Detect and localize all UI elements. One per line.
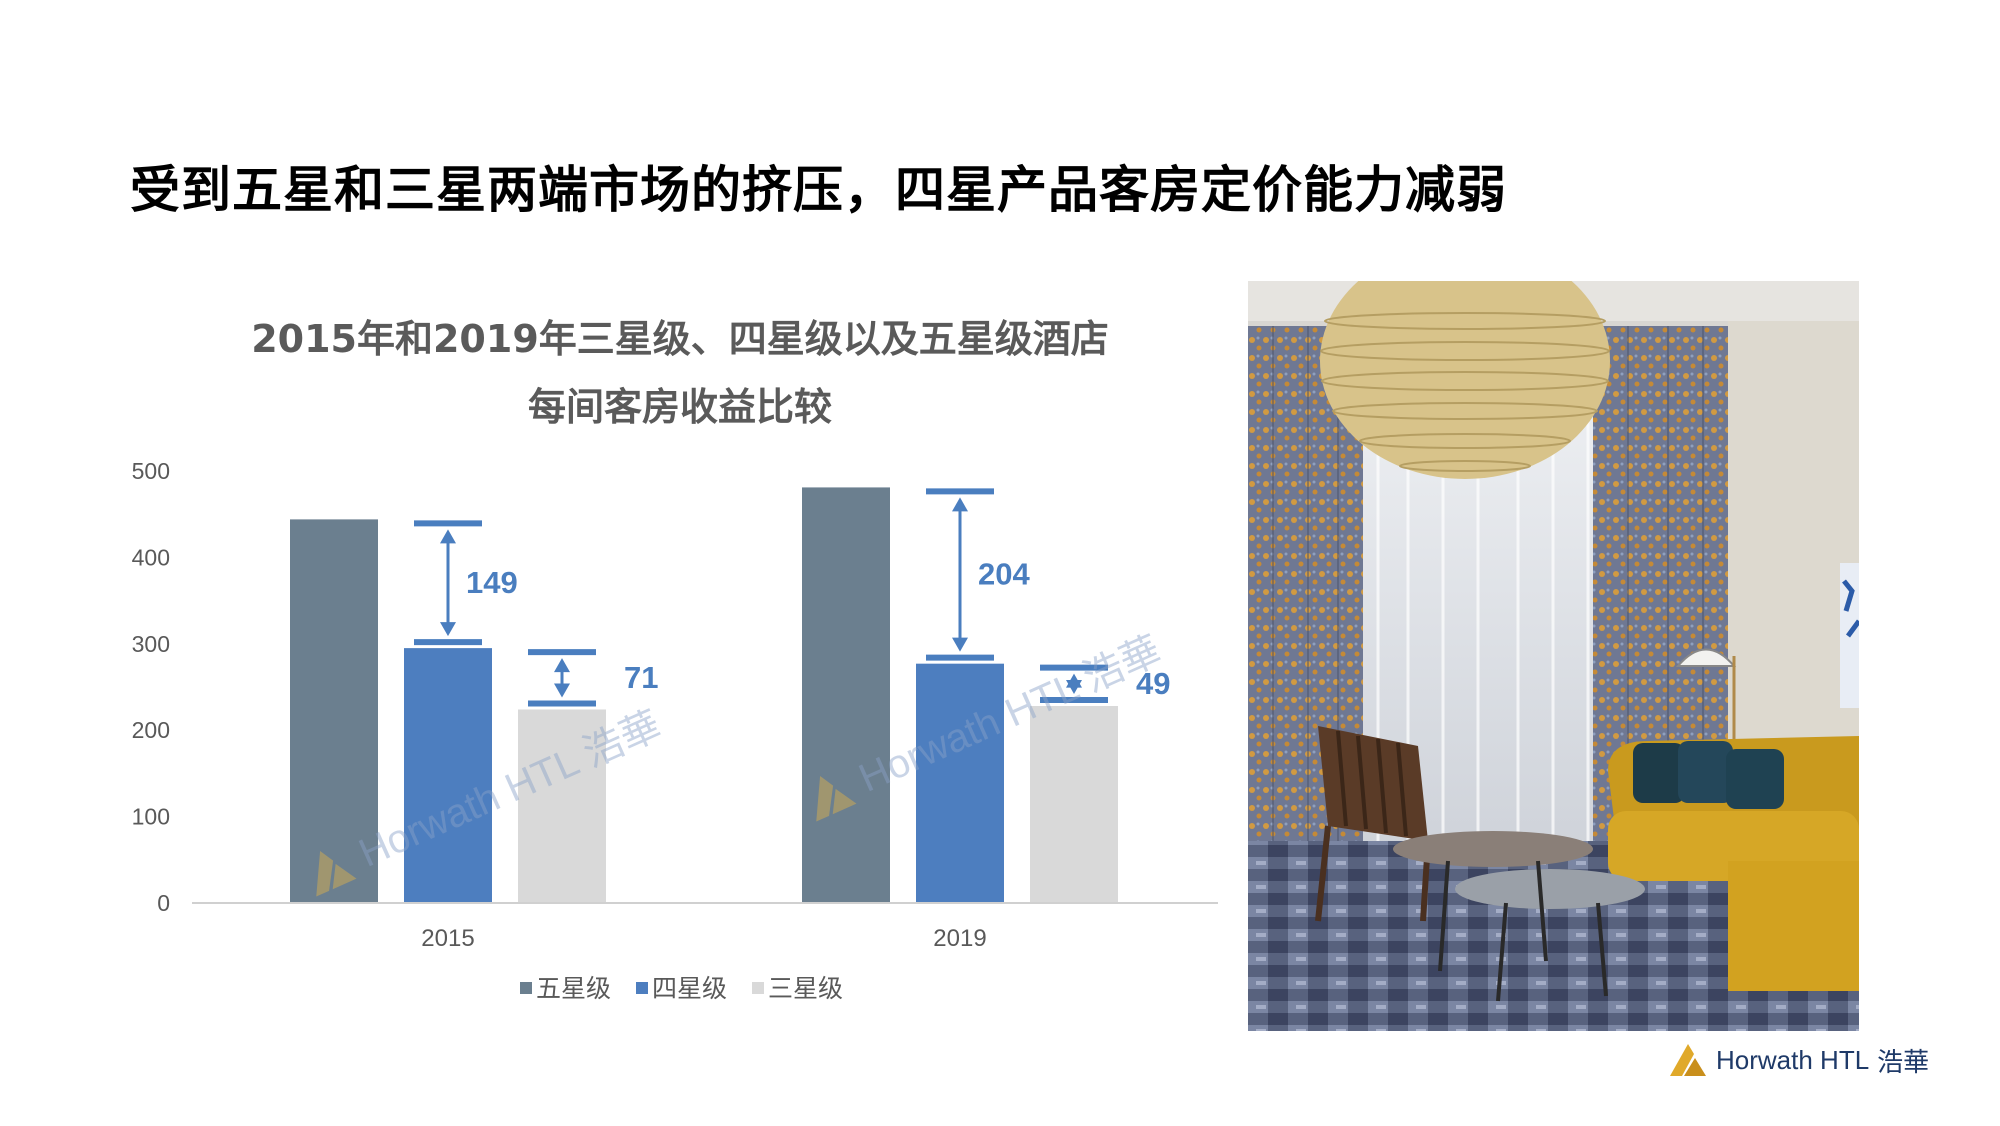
legend-label: 三星级 (768, 974, 843, 1003)
annotation-arrow-head (440, 529, 456, 544)
bar (518, 709, 606, 903)
y-tick-label: 100 (132, 804, 170, 830)
y-tick-label: 400 (132, 544, 170, 570)
annotation-arrow-head (554, 683, 570, 698)
chart-title-line-1: 2015年和2019年三星级、四星级以及五星级酒店 (251, 317, 1109, 361)
watermark-logo-icon (316, 851, 334, 897)
watermark-text: Horwath HTL 浩華 (853, 628, 1168, 800)
watermark-text: Horwath HTL 浩華 (353, 703, 668, 875)
watermark-logo-icon (832, 788, 857, 815)
y-tick-label: 0 (157, 890, 170, 916)
watermark-logo-icon (332, 863, 357, 890)
watermark-logo-icon (816, 776, 834, 822)
annotation-label: 71 (624, 660, 658, 695)
legend-swatch (520, 982, 532, 994)
footer-logo-cjk: 浩華 (1877, 1046, 1930, 1077)
x-tick-label: 2019 (933, 925, 986, 952)
slide-title: 受到五星和三星两端市场的挤压，四星产品客房定价能力减弱 (130, 161, 1507, 219)
bar-chart: 0 100 200 300 400 500 2015 2019 149 71 204 49 五星级 四星级… (132, 458, 1218, 1003)
horwath-logo-icon (1670, 1044, 1706, 1076)
bar (916, 663, 1004, 903)
annotation-label: 204 (978, 557, 1030, 592)
footer-logo: Horwath HTL 浩華 (1668, 1040, 1929, 1080)
bar (290, 519, 378, 903)
chart-title-line-2: 每间客房收益比较 (527, 385, 832, 429)
annotation-arrow-head (952, 497, 968, 512)
annotation-label: 49 (1136, 666, 1170, 701)
y-tick-label: 200 (132, 717, 170, 743)
annotation-arrow-head (1066, 680, 1082, 695)
hotel-room-photo (1248, 281, 1859, 1031)
legend-swatch (636, 982, 648, 994)
bar (404, 648, 492, 903)
bar (802, 487, 890, 903)
x-tick-label: 2015 (421, 925, 474, 952)
annotation-label: 149 (466, 565, 518, 600)
y-tick-label: 300 (132, 631, 170, 657)
legend-label: 五星级 (536, 974, 611, 1003)
y-tick-label: 500 (132, 458, 170, 484)
legend-label: 四星级 (652, 974, 727, 1003)
annotation-arrow-head (440, 622, 456, 637)
annotation-arrow-head (952, 637, 968, 652)
bar (1030, 706, 1118, 903)
annotation-arrow-head (554, 658, 570, 673)
legend-swatch (752, 982, 764, 994)
footer-logo-text: Horwath HTL (1716, 1044, 1870, 1075)
